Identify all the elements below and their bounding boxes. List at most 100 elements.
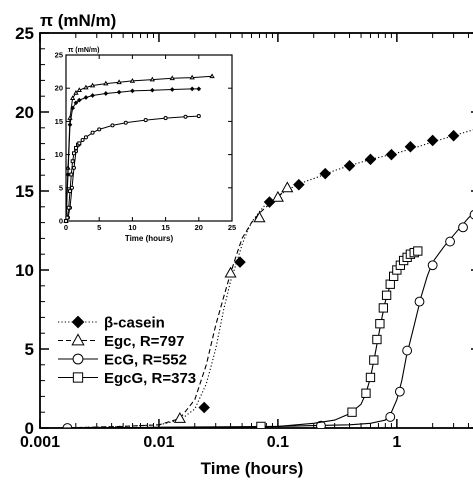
main-y-tick-label: 15 — [15, 182, 34, 201]
main-data-point — [256, 421, 266, 428]
inset-data-point — [189, 74, 195, 80]
main-data-point — [426, 134, 439, 147]
inset-y-tick-label: 15 — [55, 117, 63, 126]
main-data-point — [224, 266, 237, 278]
inset-data-point — [73, 100, 79, 106]
main-data-point — [381, 290, 392, 300]
main-data-point — [372, 334, 382, 345]
inset-chart: π (mN/m) 0 5 10 15 20 25 0 5 10 15 20 25 Time (hour… — [55, 47, 237, 243]
inset-data-point — [72, 151, 76, 156]
inset-data-point — [70, 159, 75, 164]
main-data-point — [378, 303, 389, 313]
main-series-open-triangle — [60, 181, 294, 428]
main-xlabel: Time (hours) — [201, 459, 304, 478]
inset-data-point — [67, 122, 73, 128]
main-data-point — [263, 196, 276, 208]
inset-y-tick-label: 5 — [59, 183, 63, 192]
inset-data-point — [66, 205, 71, 210]
legend-marker — [71, 333, 85, 346]
legend-label: EcG, R=552 — [104, 352, 187, 369]
inset-series-open-circle — [63, 114, 201, 224]
inset-data-point — [76, 87, 82, 93]
inset-data-point — [103, 91, 109, 96]
inset-x-tick-label: 5 — [97, 223, 101, 232]
main-data-point — [173, 412, 186, 423]
main-y-tick-label: 20 — [15, 103, 34, 122]
main-data-point — [427, 260, 438, 271]
main-y-tick-label: 5 — [25, 340, 34, 359]
main-data-point — [293, 178, 305, 191]
main-data-point — [385, 148, 398, 161]
inset-series-open-triangle — [63, 73, 215, 223]
inset-data-point — [74, 146, 78, 150]
main-data-point — [364, 153, 377, 166]
main-data-point — [361, 388, 371, 398]
main-series-group — [40, 129, 473, 428]
inset-series-open-square — [64, 141, 82, 223]
inset-xlabel: Time (hours) — [125, 234, 174, 243]
main-data-point — [271, 190, 284, 202]
inset-ticks: 0 5 10 15 20 25 0 5 10 15 20 25 — [55, 51, 237, 233]
inset-data-point — [65, 172, 71, 177]
legend-label: Egc, R=797 — [104, 333, 184, 350]
inset-data-point — [83, 135, 88, 140]
main-data-point — [402, 345, 413, 356]
inset-data-point — [71, 165, 76, 170]
main-data-point — [413, 246, 423, 256]
main-data-point — [365, 372, 376, 383]
inset-data-point — [143, 118, 148, 123]
main-data-point — [404, 140, 417, 153]
main-series-body — [40, 129, 473, 428]
inset-data-point — [196, 114, 201, 119]
main-data-point — [281, 181, 294, 193]
main-data-point — [385, 412, 396, 422]
main-data-point — [198, 401, 210, 414]
inset-data-point — [97, 127, 102, 132]
main-data-point — [469, 210, 473, 220]
inset-data-point — [110, 123, 115, 128]
inset-series-line — [65, 75, 213, 222]
main-y-tick-label: 10 — [15, 261, 34, 280]
inset-series-filled-diamond — [63, 86, 202, 224]
main-data-point — [234, 256, 246, 268]
main-data-point — [369, 355, 379, 365]
inset-data-point — [116, 79, 122, 85]
legend-marker — [71, 315, 85, 329]
legend-label: EgcG, R=373 — [104, 370, 196, 387]
main-data-point — [253, 211, 266, 223]
inset-data-point — [77, 141, 82, 146]
legend-marker — [72, 372, 84, 383]
main-x-tick-label: 1 — [392, 434, 401, 451]
inset-data-point — [169, 75, 175, 81]
main-series-open-square — [40, 246, 423, 428]
inset-data-point — [130, 88, 135, 94]
legend-entry: β-casein — [58, 315, 165, 332]
inset-y-tick-label: 10 — [55, 150, 63, 159]
inset-plot-frame — [65, 54, 233, 222]
inset-data-point — [68, 189, 72, 194]
inset-data-point — [69, 95, 76, 101]
main-data-point — [347, 407, 357, 417]
main-data-point — [414, 296, 425, 307]
inset-data-point — [123, 120, 128, 125]
inset-x-tick-label: 20 — [195, 223, 203, 232]
inset-data-point — [83, 95, 89, 100]
legend-entry: EgcG, R=373 — [58, 370, 196, 387]
inset-data-point — [169, 87, 175, 92]
inset-data-point — [196, 86, 202, 92]
main-data-point — [375, 319, 385, 329]
inset-data-point — [80, 137, 85, 143]
inset-y-tick-label: 25 — [55, 51, 63, 60]
inset-data-point — [103, 80, 109, 86]
legend-entry: Egc, R=797 — [58, 333, 184, 350]
inset-x-tick-label: 10 — [128, 223, 136, 232]
main-data-point — [343, 159, 356, 172]
inset-series-line — [65, 115, 199, 222]
main-data-point — [385, 279, 395, 289]
legend-label: β-casein — [104, 315, 165, 332]
inset-data-point — [64, 219, 68, 223]
inset-data-point — [116, 89, 122, 95]
